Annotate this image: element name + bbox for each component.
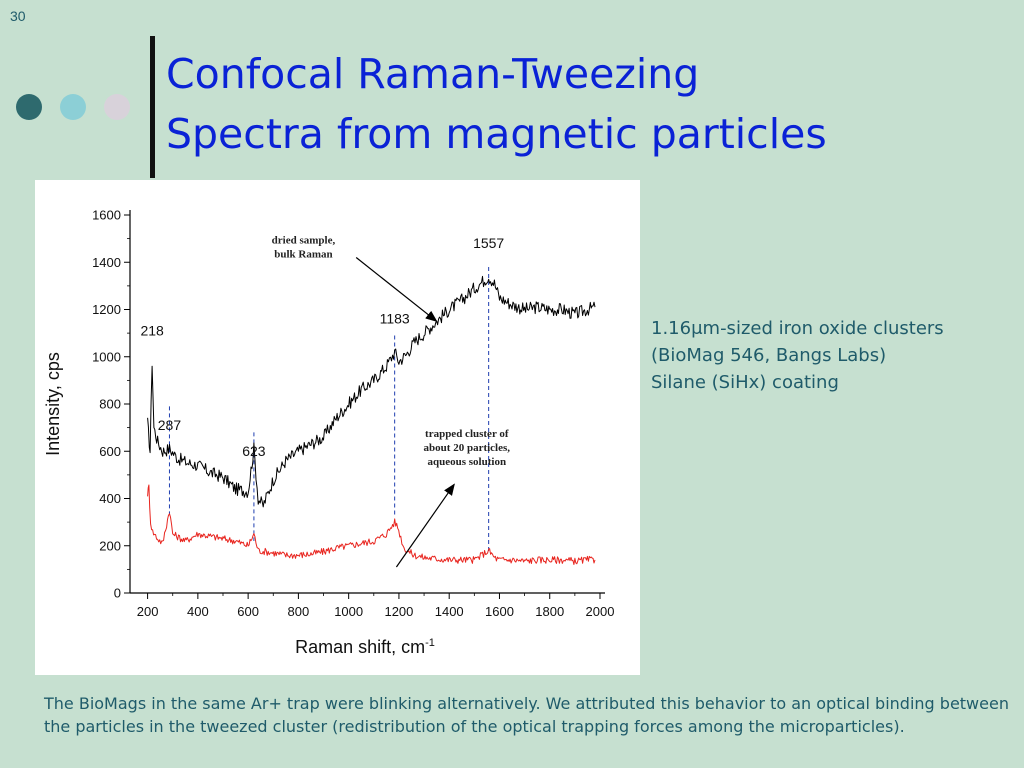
y-tick-label: 0 — [114, 586, 121, 601]
x-tick-label: 1200 — [384, 604, 413, 619]
decorative-dots — [16, 94, 136, 122]
y-tick-label: 200 — [99, 538, 121, 553]
peak-label: 1557 — [473, 235, 504, 251]
side-note: 1.16μm-sized iron oxide clusters (BioMag… — [651, 315, 1021, 396]
annotation-text: trapped cluster of about 20 particles, aqu… — [424, 428, 511, 468]
dot-dark-icon — [16, 94, 42, 120]
annotation-arrow — [355, 257, 438, 323]
x-tick-label: 600 — [237, 604, 259, 619]
y-tick-label: 400 — [99, 491, 121, 506]
peak-label: 623 — [242, 443, 266, 459]
series-trapped-cluster-line — [147, 484, 596, 565]
x-tick-label: 1000 — [334, 604, 363, 619]
side-note-line-3: Silane (SiHx) coating — [651, 372, 839, 393]
x-axis-label: Raman shift, cm-1 — [295, 637, 435, 657]
caption-text: The BioMags in the same Ar+ trap were bl… — [44, 694, 1009, 736]
slide-number: 30 — [10, 8, 26, 24]
side-note-line-1: 1.16μm-sized iron oxide clusters — [651, 318, 944, 339]
peak-label: 1183 — [380, 311, 410, 327]
x-tick-label: 1400 — [435, 604, 464, 619]
series-dried-sample-line — [147, 275, 596, 508]
y-tick-label: 1000 — [92, 349, 121, 364]
x-tick-label: 400 — [187, 604, 209, 619]
y-tick-label: 1600 — [92, 208, 121, 223]
chart-panel: 0 200 400 600 800 1000 1200 1400 1600 200 400 600 80… — [35, 180, 640, 675]
side-note-line-2: (BioMag 546, Bangs Labs) — [651, 345, 887, 366]
y-tick-label: 800 — [99, 397, 121, 412]
y-tick-label: 1400 — [92, 255, 121, 270]
title-line-2: Spectra from magnetic particles — [166, 110, 827, 158]
title-line-1: Confocal Raman-Tweezing — [166, 50, 700, 98]
peak-label: 218 — [140, 322, 164, 338]
annotation-text: dried sample, bulk Raman — [272, 234, 336, 260]
y-axis-label: Intensity, cps — [43, 352, 63, 456]
dot-light-icon — [60, 94, 86, 120]
x-tick-label: 200 — [137, 604, 159, 619]
x-tick-label: 1800 — [535, 604, 564, 619]
annotation-arrow — [395, 483, 455, 568]
y-tick-label: 1200 — [92, 302, 121, 317]
y-tick-label: 600 — [99, 444, 121, 459]
x-tick-label: 2000 — [586, 604, 615, 619]
slide-title: Confocal Raman-Tweezing Spectra from mag… — [166, 44, 1006, 164]
peak-label: 287 — [158, 417, 182, 433]
dot-pale-icon — [104, 94, 130, 120]
x-tick-label: 800 — [288, 604, 310, 619]
title-divider — [150, 36, 155, 178]
raman-spectrum-chart: 0 200 400 600 800 1000 1200 1400 1600 200 400 600 80… — [43, 208, 615, 658]
x-tick-label: 1600 — [485, 604, 514, 619]
